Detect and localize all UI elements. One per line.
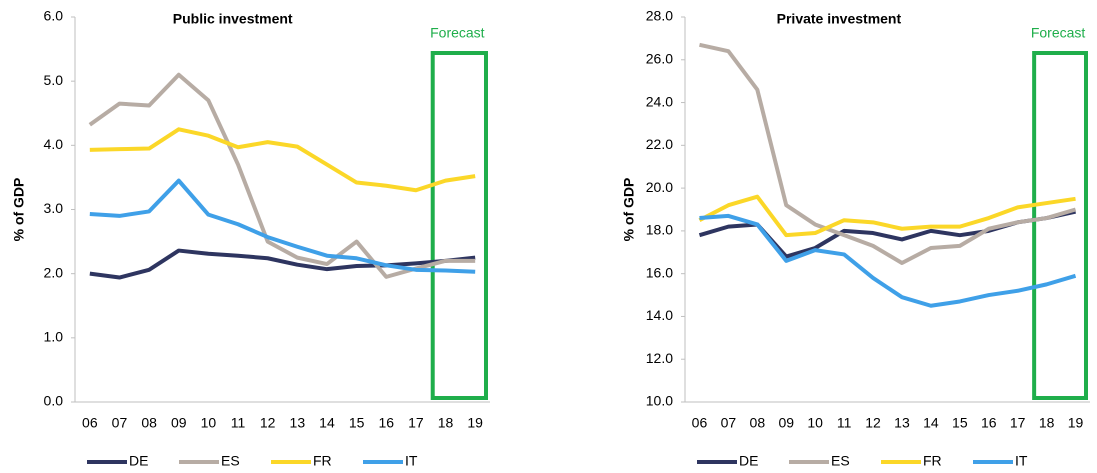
legend-label: ES: [831, 453, 850, 469]
y-tick-label: 2.0: [44, 264, 64, 280]
y-tick-label: 12.0: [646, 350, 673, 366]
forecast-label: Forecast: [1031, 25, 1086, 41]
legend-label: FR: [313, 453, 332, 469]
y-tick-label: 1.0: [44, 329, 64, 345]
y-tick-label: 0.0: [44, 393, 64, 409]
x-tick-label: 14: [923, 415, 939, 431]
series-line: [698, 194, 1076, 238]
chart-title: Private investment: [777, 11, 902, 27]
x-tick-label: 07: [112, 415, 128, 431]
y-tick-label: 18.0: [646, 222, 673, 238]
legend-label: FR: [923, 453, 942, 469]
y-tick-label: 5.0: [44, 72, 64, 88]
y-tick-label: 22.0: [646, 136, 673, 152]
x-tick-label: 17: [408, 415, 424, 431]
x-tick-label: 12: [260, 415, 276, 431]
y-axis-label: % of GDP: [621, 178, 637, 242]
x-tick-label: 12: [865, 415, 881, 431]
series-line: [698, 209, 1076, 259]
x-tick-label: 16: [981, 415, 997, 431]
x-tick-label: 15: [952, 415, 968, 431]
x-tick-label: 19: [1068, 415, 1084, 431]
x-tick-label: 13: [290, 415, 306, 431]
y-tick-label: 16.0: [646, 264, 673, 280]
chart-title: Public investment: [173, 11, 293, 27]
series-line: [89, 248, 476, 280]
y-tick-label: 4.0: [44, 136, 64, 152]
x-tick-label: 16: [378, 415, 394, 431]
series-line: [88, 72, 476, 279]
legend-label: IT: [1015, 453, 1028, 469]
x-tick-label: 13: [894, 415, 910, 431]
y-tick-label: 20.0: [646, 179, 673, 195]
x-tick-label: 09: [171, 415, 187, 431]
y-tick-label: 3.0: [44, 200, 64, 216]
x-tick-label: 07: [721, 415, 737, 431]
x-tick-label: 08: [750, 415, 766, 431]
series-line: [699, 213, 1077, 308]
x-tick-label: 08: [141, 415, 157, 431]
x-tick-label: 14: [319, 415, 335, 431]
x-tick-label: 09: [778, 415, 794, 431]
x-tick-label: 19: [467, 415, 483, 431]
legend-label: DE: [739, 453, 758, 469]
legend-label: ES: [221, 453, 240, 469]
y-tick-label: 10.0: [646, 393, 673, 409]
x-tick-label: 06: [82, 415, 98, 431]
x-tick-label: 17: [1010, 415, 1026, 431]
y-axis-label: % of GDP: [11, 178, 27, 242]
y-tick-label: 26.0: [646, 50, 673, 66]
series-line: [89, 178, 476, 274]
legend-label: DE: [129, 453, 148, 469]
x-tick-label: 10: [807, 415, 823, 431]
x-tick-label: 10: [201, 415, 217, 431]
series-line: [699, 42, 1077, 265]
x-tick-label: 11: [837, 415, 852, 431]
x-tick-label: 11: [231, 415, 246, 431]
y-tick-label: 14.0: [646, 307, 673, 323]
series-line: [89, 127, 476, 193]
legend-label: IT: [405, 453, 418, 469]
y-tick-label: 28.0: [646, 8, 673, 24]
x-tick-label: 18: [438, 415, 454, 431]
y-tick-label: 24.0: [646, 93, 673, 109]
x-tick-label: 06: [692, 415, 708, 431]
x-tick-label: 15: [349, 415, 365, 431]
y-tick-label: 6.0: [44, 8, 64, 24]
forecast-box: [430, 51, 489, 400]
forecast-box: [1032, 51, 1088, 400]
x-tick-label: 18: [1039, 415, 1055, 431]
forecast-label: Forecast: [430, 25, 485, 41]
